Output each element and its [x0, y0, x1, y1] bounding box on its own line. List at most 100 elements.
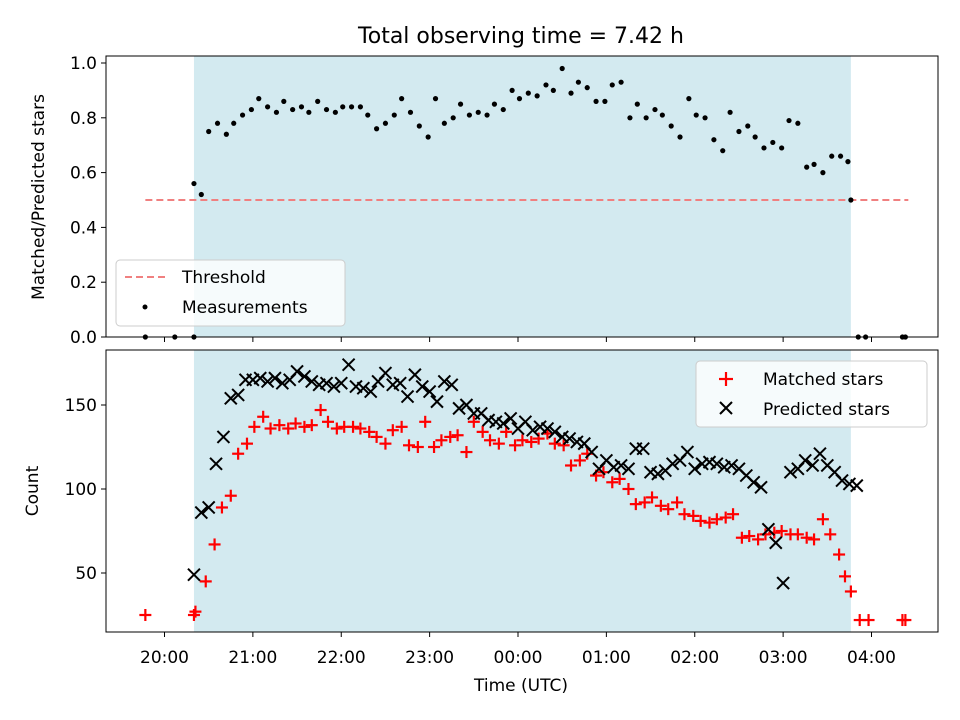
x-tick-label: 01:00	[582, 648, 631, 668]
bottom-y-tick-label: 100	[65, 480, 97, 500]
matched-stars-point	[428, 441, 441, 453]
predicted-stars-point	[319, 376, 334, 390]
matched-stars-point	[240, 437, 253, 450]
matched-legend-swatch	[719, 372, 733, 386]
predicted-stars-point	[187, 567, 201, 582]
predicted-stars-point	[769, 536, 783, 550]
predicted-stars-point	[688, 462, 702, 476]
measurement-point	[652, 106, 658, 113]
matched-stars-point	[727, 508, 740, 521]
predicted-stars-point	[665, 457, 680, 471]
matched-stars-point	[671, 496, 684, 509]
matched-stars-point	[662, 503, 675, 516]
measurement-point	[382, 120, 389, 126]
matched-stars-point	[435, 434, 448, 447]
measurement-point	[450, 115, 456, 121]
matched-stars-point	[248, 420, 261, 433]
matched-stars-point	[232, 447, 245, 460]
predicted-stars-point	[194, 505, 209, 520]
matched-stars-point	[476, 425, 489, 438]
measurement-point	[214, 120, 221, 126]
matched-stars-point	[298, 420, 311, 433]
matched-stars-point	[516, 434, 529, 447]
measurement-point	[332, 109, 338, 115]
matched-stars-point	[573, 454, 586, 467]
predicted-stars-point	[651, 467, 665, 481]
measurement-point	[323, 106, 330, 113]
x-tick-label: 03:00	[759, 648, 808, 668]
measurement-point	[618, 79, 624, 85]
matched-stars-point	[654, 499, 667, 512]
measurement-point	[191, 180, 197, 187]
predicted-stars-point	[430, 394, 444, 409]
measurement-point	[198, 191, 204, 198]
predicted-stars-point	[835, 473, 849, 488]
matched-stars-point	[735, 531, 748, 544]
measurement-point	[559, 65, 565, 72]
measurement-point	[525, 90, 531, 96]
measurement-point	[484, 112, 490, 118]
matched-stars-point	[862, 614, 875, 627]
measurement-point	[820, 170, 826, 176]
measurement-point	[298, 104, 305, 110]
predicted-stars-point	[231, 388, 245, 402]
x-axis-label: Time (UTC)	[473, 676, 568, 696]
top-y-axis-label: Matched/Predicted stars	[29, 94, 49, 300]
measurements-legend-label: Measurements	[182, 298, 308, 318]
matched-stars-point	[824, 528, 837, 541]
measurement-point	[534, 93, 540, 99]
matched-stars-point	[509, 439, 522, 452]
predicted-stars-point	[813, 447, 827, 461]
predicted-legend-swatch	[719, 401, 733, 415]
measurement-point	[575, 79, 581, 85]
matched-stars-point	[139, 609, 152, 621]
measurement-point	[550, 87, 556, 93]
measurement-point	[491, 101, 498, 107]
measurement-point	[770, 139, 776, 146]
matched-stars-point	[687, 509, 700, 522]
measurement-point	[543, 82, 549, 88]
measurement-point	[306, 109, 312, 115]
predicted-stars-point	[850, 478, 864, 493]
matched-stars-point	[532, 432, 545, 445]
top-legend: Threshold Measurements	[115, 259, 346, 327]
measurement-point	[407, 109, 414, 115]
top-y-tick-label: 0.8	[70, 109, 97, 129]
matched-stars-point	[694, 514, 707, 527]
predicted-stars-point	[584, 445, 599, 459]
measurement-point	[475, 109, 481, 115]
top-legend-box	[115, 259, 346, 327]
predicted-stars-point	[636, 441, 650, 456]
measurement-point	[568, 90, 574, 96]
measurement-point	[779, 145, 785, 151]
predicted-stars-point	[290, 364, 304, 379]
predicted-stars-point	[526, 423, 540, 437]
matched-stars-point	[330, 422, 343, 435]
measurement-point	[786, 117, 792, 124]
matched-stars-point	[500, 425, 513, 438]
predicted-stars-point	[327, 379, 341, 394]
matched-stars-point	[419, 415, 432, 428]
predicted-stars-point	[724, 458, 739, 473]
measurement-point	[399, 96, 405, 102]
matched-stars-point	[208, 538, 221, 551]
matched-stars-point	[370, 430, 383, 443]
measurement-point	[627, 115, 633, 121]
measurements-legend-swatch	[142, 304, 148, 310]
matched-stars-point	[305, 419, 318, 432]
predicted-stars-point	[422, 384, 437, 399]
measurement-point	[584, 85, 590, 91]
measurement-point	[848, 197, 854, 203]
predicted-stars-point	[305, 374, 319, 389]
measurement-point	[745, 123, 751, 129]
measurement-point	[702, 115, 708, 121]
predicted-stars-point	[746, 475, 761, 489]
measurement-point	[811, 161, 817, 167]
matched-stars-point	[451, 429, 464, 442]
matched-stars-point	[719, 511, 732, 524]
measurement-point	[659, 112, 665, 118]
predicted-stars-point	[614, 458, 628, 473]
x-tick-label: 20:00	[140, 648, 189, 668]
predicted-stars-point	[268, 371, 282, 385]
predicted-stars-point	[356, 381, 371, 395]
